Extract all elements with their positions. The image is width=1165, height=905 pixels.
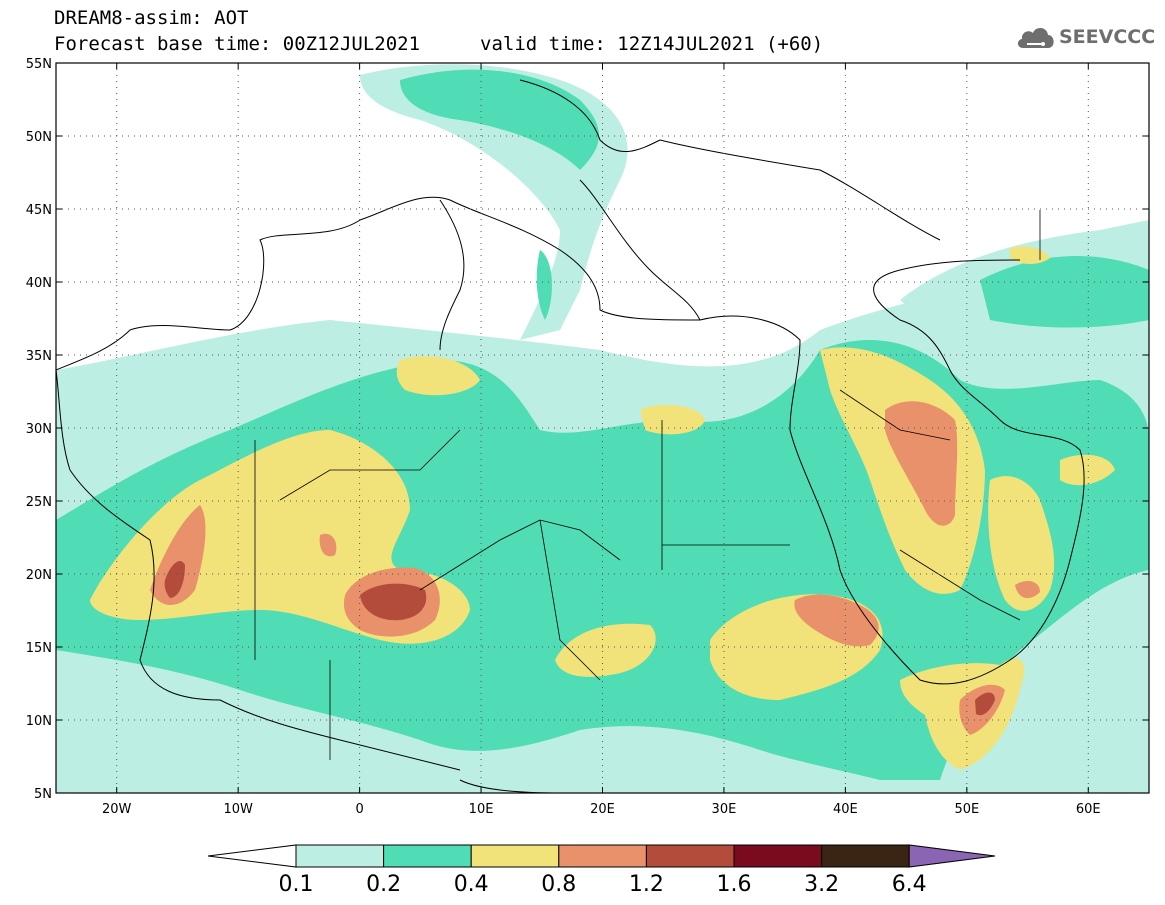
forecast-base-time: Forecast base time: 00Z12JUL2021 [54,33,421,55]
lon-tick-label: 10W [223,802,253,817]
lat-tick-label: 30N [26,422,52,437]
logo-text: SEEVCCC [1059,26,1156,48]
lat-tick-label: 15N [26,641,52,656]
lon-tick-label: 10E [469,802,494,817]
colorbar-label: 3.2 [804,872,839,897]
colorbar-segment [470,844,560,868]
valid-time: valid time: 12Z14JUL2021 (+60) [480,33,824,55]
seevccc-logo: SEEVCCC [1015,22,1155,52]
colorbar-label: 1.6 [717,872,752,897]
colorbar: 0.1 0.2 0.4 0.8 1.2 1.6 3.2 6.4 [207,844,996,897]
colorbar-label: 1.2 [629,872,664,897]
colorbar-segment [383,844,472,868]
colorbar-label: 0.4 [454,872,489,897]
lat-tick-label: 50N [26,130,52,145]
lat-tick-label: 40N [26,276,52,291]
axis-ticks: 20W 10W 0 10E 20E 30E 40E 50E 60E 55N 50N 45N 40N 35N… [26,57,1149,817]
colorbar-low-arrow [207,844,297,868]
lon-tick-label: 0 [355,802,363,817]
colorbar-high-arrow [908,844,996,868]
cloud-icon [1017,27,1054,48]
colorbar-label: 0.2 [366,872,401,897]
lat-tick-label: 5N [34,787,52,802]
colorbar-segment [295,844,385,868]
colorbar-label: 6.4 [892,872,927,897]
lon-tick-label: 30E [712,802,737,817]
lon-tick-label: 20W [102,802,132,817]
model-title: DREAM8-assim: AOT [54,7,249,29]
aot-field [56,63,1149,793]
lat-tick-label: 45N [26,203,52,218]
lon-tick-label: 40E [833,802,858,817]
aot-level-0.8 [150,401,1040,735]
lat-tick-label: 20N [26,568,52,583]
coastlines [56,79,1085,793]
lon-tick-label: 20E [590,802,615,817]
lat-tick-label: 10N [26,714,52,729]
colorbar-segment [558,844,647,868]
lat-tick-label: 35N [26,349,52,364]
lon-tick-label: 60E [1076,802,1101,817]
lat-tick-label: 25N [26,495,52,510]
colorbar-label: 0.1 [279,872,314,897]
country-borders [254,210,1041,760]
colorbar-segment [733,844,823,868]
colorbar-segment [645,844,735,868]
aot-level-1.2 [164,560,995,716]
lat-tick-label: 55N [26,57,52,72]
colorbar-label: 0.8 [541,872,576,897]
colorbar-segment [821,844,910,868]
lon-tick-label: 50E [954,802,979,817]
